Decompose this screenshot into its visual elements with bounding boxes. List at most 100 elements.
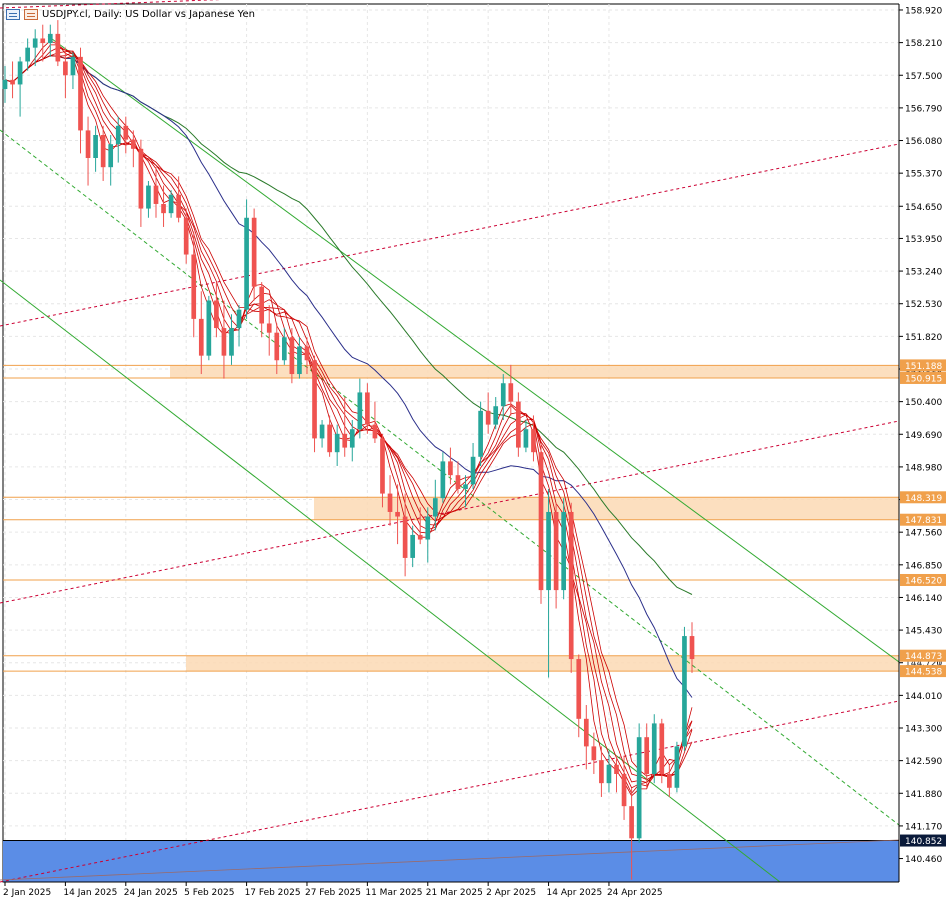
y-tick-label: 143.300 [905, 725, 942, 735]
candle-body [25, 47, 30, 62]
x-tick-label: 2 Apr 2025 [486, 888, 536, 898]
candle-body [108, 144, 114, 168]
x-tick-label: 24 Jan 2025 [124, 888, 178, 898]
candle-body [259, 286, 265, 324]
channel-line [0, 129, 900, 826]
chart-properties-icon[interactable] [24, 8, 38, 20]
candle-body [463, 484, 468, 489]
candle-body [85, 130, 91, 158]
candle-body [455, 475, 461, 489]
candle-body [93, 135, 98, 158]
candle-body [531, 429, 536, 453]
candle-body [327, 424, 332, 453]
candle-body [410, 534, 416, 558]
candle-body [432, 498, 438, 517]
candle-body [508, 383, 514, 402]
level-price-label: 144.873 [905, 652, 942, 662]
candle-body [176, 194, 181, 218]
candle-body [304, 346, 310, 361]
candle-body [606, 764, 612, 784]
chart-title-bar: USDJPY.cl, Daily: US Dollar vs Japanese … [6, 7, 255, 21]
candle-body [636, 737, 642, 839]
candle-body [183, 217, 189, 255]
level-price-label: 140.852 [905, 837, 942, 847]
supply-zone [186, 655, 899, 672]
candle-body [500, 383, 506, 407]
candle-body [667, 773, 672, 788]
candle-body [629, 806, 634, 839]
y-tick-label: 141.170 [905, 822, 942, 832]
y-tick-label: 146.140 [905, 594, 942, 604]
level-price-label: 144.538 [905, 668, 942, 678]
y-tick-label: 151.820 [905, 333, 942, 343]
y-tick-label: 150.400 [905, 398, 942, 408]
candle-body [538, 452, 544, 591]
candle-body [357, 392, 363, 430]
supply-zone [314, 497, 899, 520]
level-price-tag [900, 649, 946, 662]
candle-body [319, 424, 325, 439]
ma-slow-line [4, 55, 693, 698]
candle-body [297, 346, 302, 375]
chart-window-icon[interactable] [6, 8, 20, 20]
candle-body [380, 438, 385, 494]
y-tick-label: 141.880 [905, 790, 942, 800]
level-price-tag [900, 359, 946, 372]
y-tick-label: 156.080 [905, 137, 942, 147]
candle-body [40, 38, 46, 44]
trend-line [0, 839, 900, 881]
candle-body [568, 511, 574, 660]
candle-body [440, 461, 446, 499]
candle-body [674, 746, 680, 788]
candle-body [138, 148, 144, 209]
candle-body [614, 764, 619, 774]
candle-body [281, 337, 287, 361]
x-tick-label: 14 Apr 2025 [547, 888, 603, 898]
candle-body [576, 659, 582, 719]
candle-body [417, 534, 423, 540]
candle-body [644, 737, 650, 774]
candles [2, 20, 695, 880]
candle-body [161, 203, 166, 214]
candle-body [266, 323, 272, 333]
y-tick-label: 148.980 [905, 463, 942, 473]
y-tick-label: 153.950 [905, 235, 942, 245]
candle-body [100, 135, 106, 168]
candle-body [168, 194, 174, 214]
candle-body [274, 332, 280, 361]
candle-body [2, 79, 8, 90]
trend-line [0, 700, 900, 883]
x-tick-label: 14 Jan 2025 [63, 888, 117, 898]
level-price-tag [900, 665, 946, 678]
candle-body [516, 401, 521, 448]
candle-body [229, 328, 234, 356]
candle-body [131, 139, 136, 149]
candle-body [10, 79, 15, 85]
candle-body [146, 185, 151, 209]
candle-body [221, 328, 227, 356]
candle-body [583, 718, 589, 747]
candle-body [651, 723, 657, 774]
trend-line [0, 420, 900, 604]
candle-body [312, 360, 317, 439]
candle-body [47, 33, 53, 44]
level-price-tag [900, 573, 946, 586]
candle-body [214, 300, 219, 329]
candle-body [448, 461, 453, 476]
candle-body [334, 433, 340, 453]
candle-body [244, 217, 249, 310]
candle-body [289, 337, 295, 375]
x-tick-label: 27 Feb 2025 [305, 888, 361, 898]
candle-body [365, 392, 370, 425]
candle-body [553, 511, 559, 591]
x-tick-label: 11 Mar 2025 [365, 888, 422, 898]
candle-body [478, 410, 483, 457]
ma-ribbon-line [4, 55, 693, 777]
x-tick-label: 24 Apr 2025 [607, 888, 663, 898]
time-axis: 2 Jan 2025 14 Jan 2025 24 Jan 2025 5 Feb 20… [3, 881, 899, 898]
ma-ribbon-line [4, 51, 693, 781]
y-tick-label: 144.010 [905, 692, 942, 702]
x-tick-label: 5 Feb 2025 [184, 888, 234, 898]
